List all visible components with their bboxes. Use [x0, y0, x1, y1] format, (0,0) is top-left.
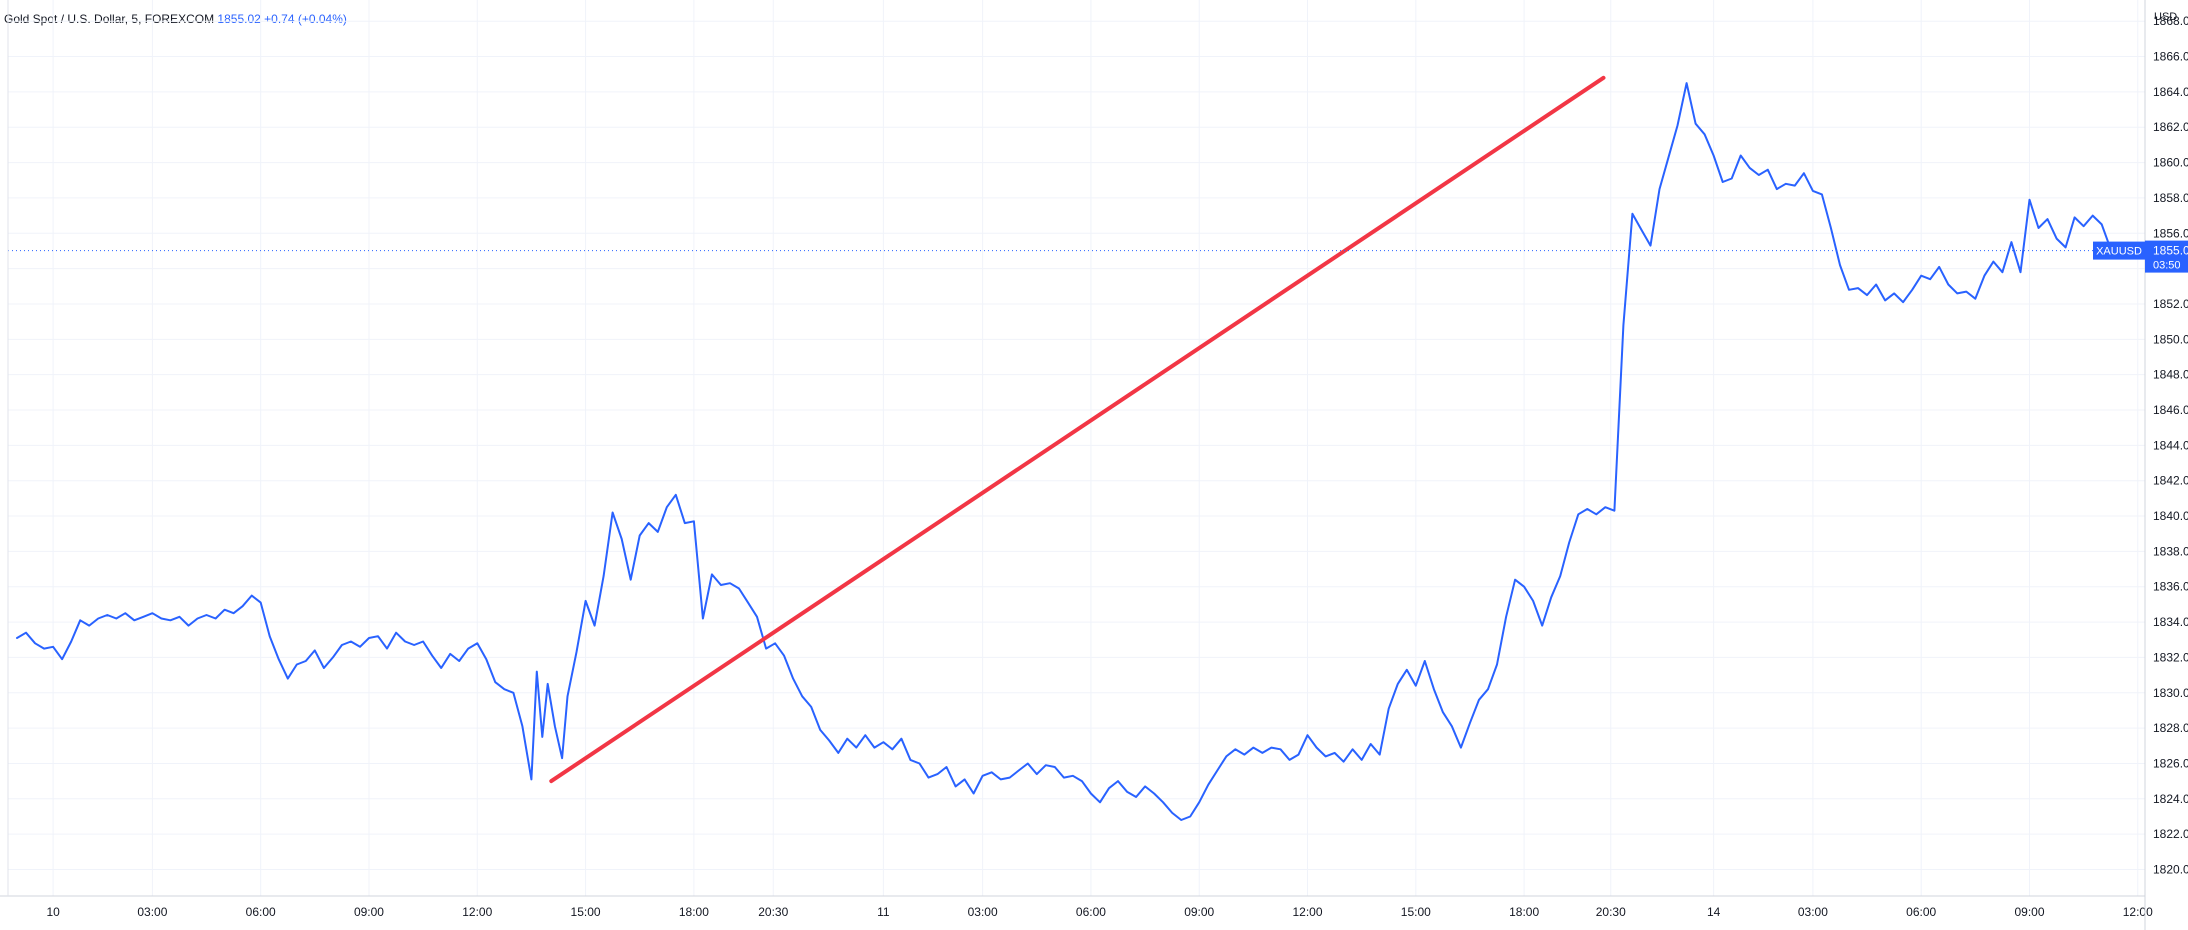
- y-tick-label: 1832.0: [2153, 650, 2188, 664]
- y-tick-label: 1836.0: [2153, 580, 2188, 594]
- y-tick-label: 1862.0: [2153, 120, 2188, 134]
- y-tick-label: 1842.0: [2153, 474, 2188, 488]
- x-tick-label: 18:00: [1509, 905, 1539, 919]
- y-tick-label: 1844.0: [2153, 438, 2188, 452]
- currency-label: USD: [2154, 11, 2177, 23]
- x-tick-label: 20:30: [758, 905, 788, 919]
- last-price-text: 1855.02: [2153, 244, 2188, 258]
- y-tick-label: 1852.0: [2153, 297, 2188, 311]
- countdown-text: 03:50: [2153, 260, 2181, 272]
- symbol-tag-text: XAUUSD: [2096, 246, 2142, 258]
- legend-price: 1855.02: [217, 12, 261, 26]
- y-tick-label: 1830.0: [2153, 686, 2188, 700]
- x-tick-label: 11: [877, 905, 890, 919]
- x-tick-label: 03:00: [1798, 905, 1828, 919]
- last-price-box: [2145, 240, 2188, 273]
- y-tick-label: 1864.0: [2153, 85, 2188, 99]
- trend-line-drawing: [549, 75, 1606, 784]
- x-tick-label: 06:00: [1076, 905, 1106, 919]
- x-tick-label: 06:00: [246, 905, 276, 919]
- x-tick-label: 10: [46, 905, 60, 919]
- y-tick-label: 1822.0: [2153, 827, 2188, 841]
- x-tick-label: 20:30: [1596, 905, 1626, 919]
- x-tick-label: 15:00: [571, 905, 601, 919]
- y-tick-label: 1846.0: [2153, 403, 2188, 417]
- y-tick-label: 1858.0: [2153, 191, 2188, 205]
- legend-change: +0.74 (+0.04%): [264, 12, 347, 26]
- x-tick-label: 14: [1707, 905, 1721, 919]
- chart-grid: [8, 0, 2145, 896]
- x-tick-label: 12:00: [462, 905, 492, 919]
- y-tick-label: 1848.0: [2153, 368, 2188, 382]
- y-tick-label: 1866.0: [2153, 50, 2188, 64]
- price-line-series: [16, 82, 2121, 821]
- y-tick-label: 1856.0: [2153, 226, 2188, 240]
- symbol-tag-box: [2093, 241, 2145, 260]
- y-tick-label: 1824.0: [2153, 792, 2188, 806]
- x-tick-label: 12:00: [1293, 905, 1323, 919]
- y-tick-label: 1838.0: [2153, 544, 2188, 558]
- chart-legend: Gold Spot / U.S. Dollar, 5, FOREXCOM 185…: [4, 12, 347, 26]
- y-tick-label: 1820.0: [2153, 862, 2188, 876]
- y-tick-label: 1826.0: [2153, 756, 2188, 770]
- x-tick-label: 12:00: [2123, 905, 2153, 919]
- x-tick-label: 15:00: [1401, 905, 1431, 919]
- x-tick-label: 09:00: [2014, 905, 2044, 919]
- x-tick-label: 18:00: [679, 905, 709, 919]
- x-tick-label: 03:00: [137, 905, 167, 919]
- y-tick-label: 1850.0: [2153, 332, 2188, 346]
- y-tick-label: 1860.0: [2153, 156, 2188, 170]
- legend-symbol: Gold Spot / U.S. Dollar, 5, FOREXCOM: [4, 12, 215, 26]
- x-tick-label: 09:00: [1184, 905, 1214, 919]
- x-tick-label: 03:00: [968, 905, 998, 919]
- x-tick-label: 06:00: [1906, 905, 1936, 919]
- chart-series: [16, 75, 2121, 821]
- y-tick-label: 1828.0: [2153, 721, 2188, 735]
- y-tick-label: 1868.0: [2153, 14, 2188, 28]
- y-tick-label: 1834.0: [2153, 615, 2188, 629]
- x-tick-label: 09:00: [354, 905, 384, 919]
- y-tick-label: 1840.0: [2153, 509, 2188, 523]
- last-price-tag: XAUUSD 1855.02 03:50: [2093, 240, 2188, 273]
